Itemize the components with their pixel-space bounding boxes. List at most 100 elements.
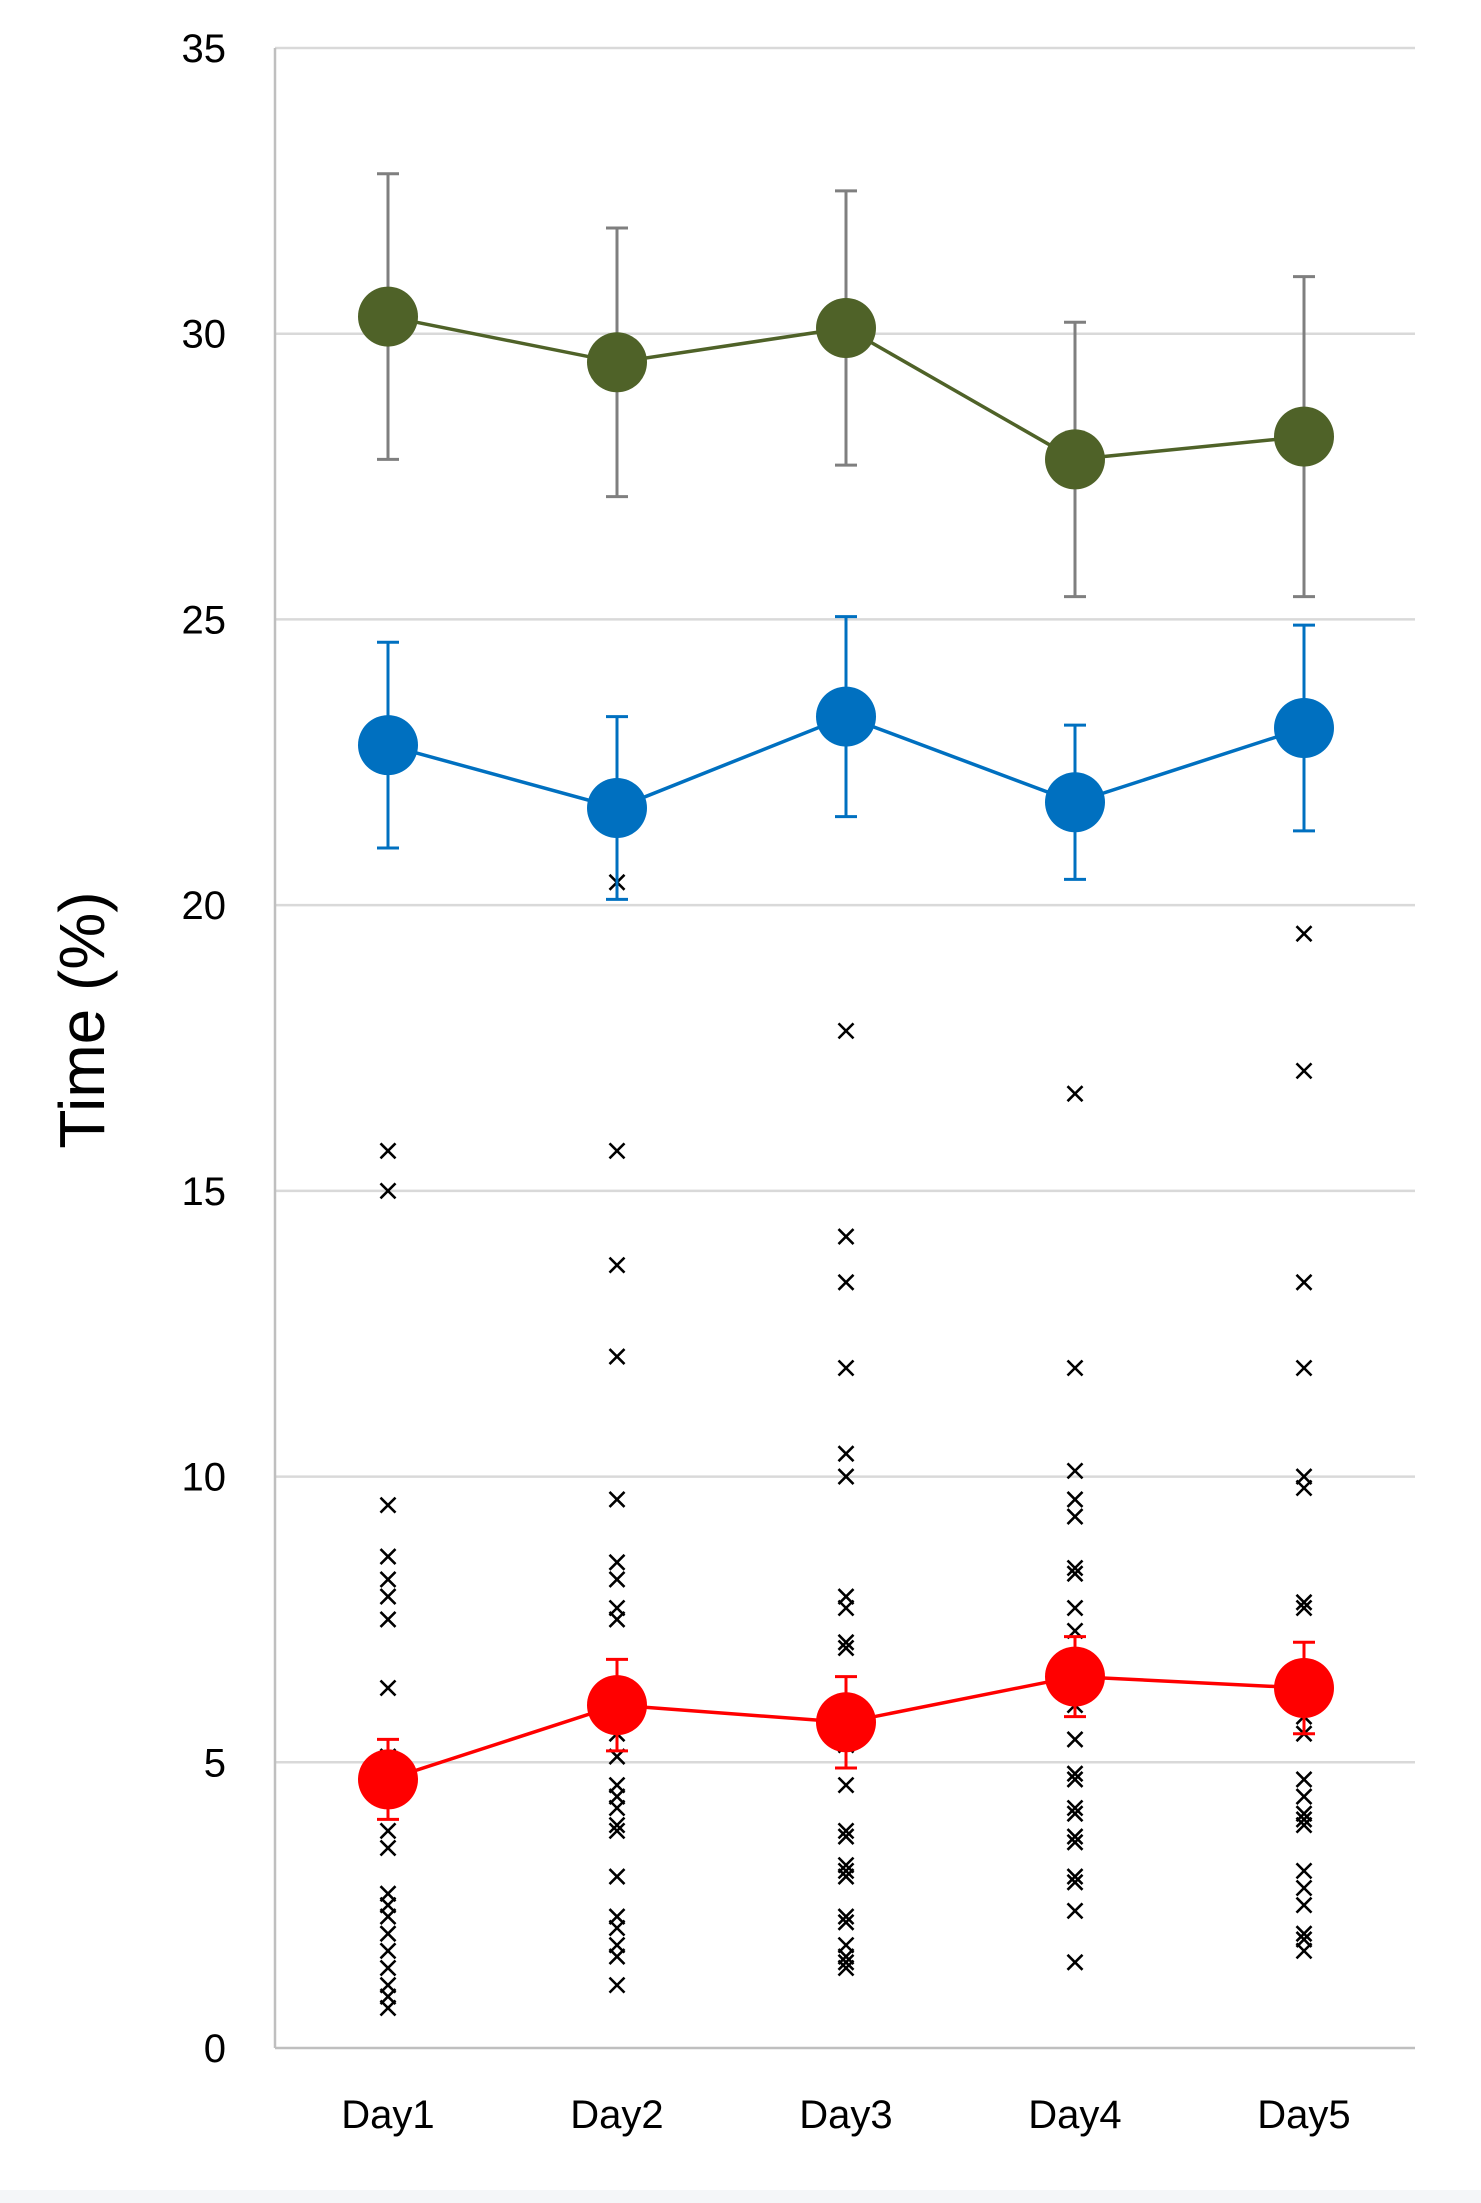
scatter-stroke-b [1066,1868,1084,1885]
scatter-point-day3-7 [837,1599,855,1617]
scatter-point-day4-20 [1066,1902,1084,1920]
series-green [358,172,1334,599]
scatter-stroke-b [1066,1765,1084,1783]
scatter-point-day4-15 [1066,1805,1084,1823]
scatter-stroke-b [837,1868,855,1885]
scatter-point-day3-5 [837,1468,855,1485]
scatter-point-day4-19 [1066,1873,1084,1891]
scatter-point-day1-2 [379,1496,397,1514]
scatter-point-day3-1 [837,1228,855,1245]
scatter-stroke-b [1295,1062,1313,1080]
scatter-point-day1-3 [379,1548,397,1565]
x-tick-label-day5: Day5 [1257,2093,1350,2137]
scatter-stroke-b [837,1828,855,1845]
scatter-stroke-b [837,1953,855,1971]
scatter-stroke-b [1066,1565,1084,1583]
scatter-stroke-b [379,1999,397,2017]
series-blue [358,615,1334,901]
scatter-point-day1-18 [379,1959,397,1977]
y-axis-title: Time (%) [46,891,118,1148]
scatter-stroke-b [379,1925,397,1943]
scatter-point-day4-8 [1066,1599,1084,1617]
scatter-stroke-b [379,1588,397,1605]
x-tick-labels: Day1 Day2 Day3 Day4 Day5 [341,2093,1350,2137]
scatter-stroke-b [379,1571,397,1588]
scatter-point-day1-6 [379,1611,397,1628]
scatter-point-day3-16 [837,1862,855,1880]
scatter-stroke-b [608,1256,626,1274]
scatter-stroke-b [837,1776,855,1794]
scatter-point-day4-21 [1066,1953,1084,1971]
scatter-point-day3-0 [837,1022,855,1040]
scatter-point-day5-12 [1295,1771,1313,1788]
scatter-point-day5-19 [1295,1896,1313,1914]
scatter-point-day4-14 [1066,1799,1084,1817]
y-tick-label-15: 15 [182,1170,227,1214]
scatter-point-day5-17 [1295,1862,1313,1880]
scatter-point-day3-23 [837,1959,855,1977]
scatter-stroke-b [1295,1593,1313,1611]
marker-green-day3 [816,298,876,358]
scatter-point-day5-16 [1295,1816,1313,1834]
x-tick-label-day4: Day4 [1028,2093,1121,2137]
marker-green-day2 [587,332,647,393]
scatter-point-day2-6 [608,1571,626,1588]
scatter-stroke-b [837,1468,855,1485]
scatter-point-day1-0 [379,1142,397,1160]
marker-blue-day3 [816,686,876,747]
scatter-stroke-b [608,1553,626,1571]
scatter-point-day4-17 [1066,1833,1084,1851]
marker-green-day4 [1045,429,1105,490]
marker-red-day4 [1045,1646,1105,1707]
scatter-stroke-b [1295,1879,1313,1897]
scatter-point-day1-5 [379,1588,397,1605]
y-tick-label-25: 25 [182,598,227,642]
scatter-point-day3-4 [837,1445,855,1463]
scatter-point-day2-8 [608,1611,626,1628]
scatter-stroke-b [837,1273,855,1291]
scatter-point-day2-3 [608,1348,626,1365]
scatter-stroke-b [1295,1816,1313,1834]
scatter-point-day2-1 [608,1142,626,1160]
scatter-stroke-b [608,1816,626,1834]
scatter-point-day5-7 [1295,1599,1313,1617]
scatter-stroke-b [1295,1896,1313,1914]
scatter-point-day4-13 [1066,1771,1084,1788]
y-tick-label-0: 0 [204,2027,226,2071]
scatter-stroke-b [608,1868,626,1885]
scatter-stroke-b [1066,1902,1084,1920]
marker-blue-day4 [1045,772,1105,833]
scatter-stroke-b [1066,1873,1084,1891]
scatter-point-day3-22 [837,1953,855,1971]
marker-red-day2 [587,1675,647,1736]
scatter-point-day1-16 [379,1925,397,1943]
scatter-point-day1-12 [379,1839,397,1857]
scatter-stroke-b [1295,1359,1313,1377]
scatter-point-day3-8 [837,1633,855,1651]
scatter-stroke-b [837,1908,855,1925]
scatter-stroke-b [1295,1788,1313,1805]
marker-red-day1 [358,1749,418,1810]
scatter-stroke-b [1295,1599,1313,1617]
scatter-point-day2-4 [608,1491,626,1508]
scatter-stroke-b [379,1908,397,1925]
scatter-point-day4-1 [1066,1085,1084,1103]
scatter-point-day3-19 [837,1913,855,1931]
scatter-point-day5-2 [1295,1273,1313,1291]
x-tick-label-day1: Day1 [341,2093,434,2137]
marker-blue-day5 [1274,698,1334,758]
scatter-stroke-b [1066,1599,1084,1617]
scatter-point-day3-9 [837,1639,855,1657]
y-tick-label-5: 5 [204,1741,226,1785]
y-tick-labels: 0 5 10 15 20 25 30 35 [182,27,227,2071]
scatter-stroke-b [1295,1479,1313,1497]
scatter-stroke-b [1066,1833,1084,1851]
scatter-point-day5-5 [1295,1479,1313,1497]
scatter-point-day1-4 [379,1571,397,1588]
scatter-point-day4-18 [1066,1868,1084,1885]
scatter-point-day2-15 [608,1822,626,1840]
scatter-point-day5-3 [1295,1359,1313,1377]
scatter-point-day4-2 [1066,1359,1084,1377]
scatter-point-day1-7 [379,1679,397,1697]
marker-green-day1 [358,286,418,347]
